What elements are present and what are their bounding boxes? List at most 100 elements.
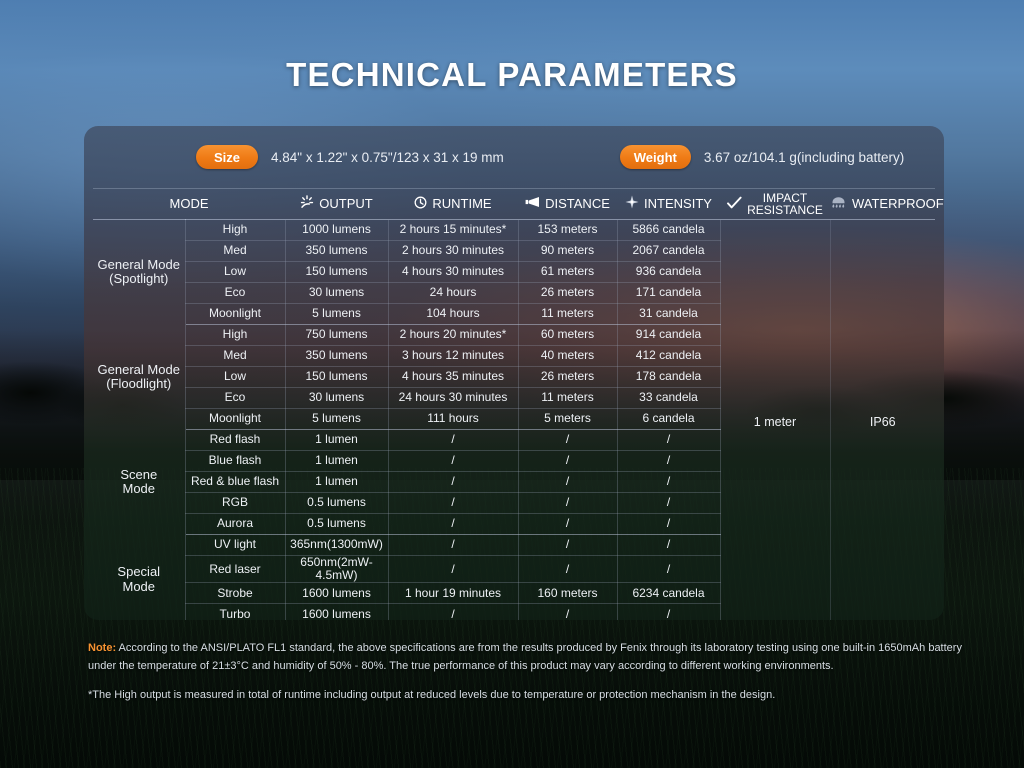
output-cell: 350 lumens: [285, 345, 389, 367]
header-runtime: RUNTIME: [388, 188, 518, 220]
mode-cell: RGB: [184, 492, 286, 514]
table-row: Blue flash 1 lumen / / /: [93, 450, 935, 472]
runtime-cell: /: [388, 513, 519, 535]
output-cell: 1600 lumens: [285, 582, 389, 605]
mode-cell: Moonlight: [184, 303, 286, 325]
spec-summary-strip: Size 4.84" x 1.22" x 0.75"/123 x 31 x 19…: [84, 126, 944, 188]
runtime-cell: 1 hour 19 minutes: [388, 582, 519, 605]
mode-cell: Moonlight: [184, 408, 286, 430]
size-badge: Size: [196, 145, 258, 169]
runtime-cell: 24 hours: [388, 282, 519, 304]
intensity-cell: /: [617, 492, 721, 514]
mode-cell: Red & blue flash: [184, 471, 286, 493]
table-row: General Mode (Spotlight) High 1000 lumens…: [93, 219, 935, 620]
weight-value: 3.67 oz/104.1 g(including battery): [703, 149, 905, 165]
group-label-spotlight: General Mode (Spotlight): [93, 219, 186, 325]
header-impact-resistance: IMPACT RESISTANCE: [720, 188, 830, 220]
intensity-cell: /: [617, 534, 721, 556]
runtime-cell: 4 hours 30 minutes: [388, 261, 519, 283]
distance-cell: 40 meters: [518, 345, 618, 367]
output-cell: 650nm(2mW-4.5mW): [285, 555, 389, 584]
distance-cell: /: [518, 534, 618, 556]
distance-cell: 5 meters: [518, 408, 618, 430]
header-mode: MODE: [93, 188, 285, 220]
mode-cell: High: [184, 219, 286, 241]
intensity-cell: 31 candela: [617, 303, 721, 325]
table-row: Moonlight 5 lumens 104 hours 11 meters 3…: [93, 303, 935, 325]
output-cell: 30 lumens: [285, 282, 389, 304]
mode-cell: Strobe: [184, 582, 286, 605]
impact-resistance-value: 1 meter: [720, 219, 831, 620]
runtime-cell: 2 hours 15 minutes*: [388, 219, 519, 241]
runtime-cell: 2 hours 30 minutes: [388, 240, 519, 262]
intensity-cell: /: [617, 429, 721, 451]
runtime-cell: /: [388, 450, 519, 472]
table-row: Strobe 1600 lumens 1 hour 19 minutes 160…: [93, 582, 935, 605]
group-label-scene-mode: Scene Mode: [93, 429, 186, 535]
distance-cell: 26 meters: [518, 282, 618, 304]
group-label-floodlight: General Mode (Floodlight): [93, 324, 186, 430]
runtime-cell: /: [388, 555, 519, 584]
table-row: Red laser 650nm(2mW-4.5mW) / / /: [93, 555, 935, 584]
waterproof-value: IP66: [869, 414, 896, 429]
table-row: RGB 0.5 lumens / / /: [93, 492, 935, 514]
header-waterproof: WATERPROOF: [830, 188, 944, 220]
note-footnote: *The High output is measured in total of…: [88, 688, 776, 701]
runtime-cell: /: [388, 603, 519, 620]
distance-cell: 90 meters: [518, 240, 618, 262]
mode-cell: Blue flash: [184, 450, 286, 472]
mode-cell: High: [184, 324, 286, 346]
distance-cell: 26 meters: [518, 366, 618, 388]
table-row: Eco 30 lumens 24 hours 26 meters 171 can…: [93, 282, 935, 304]
size-value: 4.84" x 1.22" x 0.75"/123 x 31 x 19 mm: [271, 149, 504, 165]
distance-cell: /: [518, 471, 618, 493]
intensity-cell: /: [617, 603, 721, 620]
intensity-cell: /: [617, 555, 721, 584]
intensity-cell: 6234 candela: [617, 582, 721, 605]
output-cell: 750 lumens: [285, 324, 389, 346]
table-row: Special Mode UV light 365nm(1300mW) / / /: [93, 534, 935, 620]
distance-cell: /: [518, 513, 618, 535]
mode-cell: Eco: [184, 387, 286, 409]
intensity-cell: /: [617, 513, 721, 535]
mode-cell: UV light: [184, 534, 286, 556]
output-cell: 1600 lumens: [285, 603, 389, 620]
output-cell: 1 lumen: [285, 471, 389, 493]
intensity-cell: /: [617, 471, 721, 493]
intensity-cell: /: [617, 450, 721, 472]
notes-section: Note: According to the ANSI/PLATO FL1 st…: [88, 640, 978, 704]
output-cell: 5 lumens: [285, 408, 389, 430]
header-output: OUTPUT: [285, 188, 388, 220]
mode-cell: Med: [184, 345, 286, 367]
runtime-cell: 104 hours: [388, 303, 519, 325]
mode-cell: Aurora: [184, 513, 286, 535]
distance-cell: 153 meters: [518, 219, 618, 241]
table-row: Red & blue flash 1 lumen / / /: [93, 471, 935, 493]
intensity-cell: 2067 candela: [617, 240, 721, 262]
spec-size: Size 4.84" x 1.22" x 0.75"/123 x 31 x 19…: [196, 145, 504, 169]
beam-cone-icon: [525, 196, 540, 211]
intensity-cell: 914 candela: [617, 324, 721, 346]
mode-cell: Red flash: [184, 429, 286, 451]
mode-cell: Med: [184, 240, 286, 262]
specs-panel: Size 4.84" x 1.22" x 0.75"/123 x 31 x 19…: [84, 126, 944, 620]
runtime-cell: /: [388, 429, 519, 451]
table-row: Med 350 lumens 3 hours 12 minutes 40 met…: [93, 345, 935, 367]
output-cell: 0.5 lumens: [285, 513, 389, 535]
output-cell: 30 lumens: [285, 387, 389, 409]
table-row: Med 350 lumens 2 hours 30 minutes 90 met…: [93, 240, 935, 262]
distance-cell: 11 meters: [518, 387, 618, 409]
light-burst-icon: [300, 195, 314, 212]
output-cell: 0.5 lumens: [285, 492, 389, 514]
note-label: Note:: [88, 642, 117, 654]
distance-cell: 61 meters: [518, 261, 618, 283]
output-cell: 350 lumens: [285, 240, 389, 262]
runtime-cell: /: [388, 492, 519, 514]
table-row: Low 150 lumens 4 hours 30 minutes 61 met…: [93, 261, 935, 283]
intensity-cell: 178 candela: [617, 366, 721, 388]
group-label-special-mode: Special Mode: [93, 534, 186, 620]
header-intensity: INTENSITY: [617, 188, 720, 220]
technical-parameters-table: MODE: [93, 188, 944, 620]
output-cell: 150 lumens: [285, 261, 389, 283]
distance-cell: /: [518, 603, 618, 620]
